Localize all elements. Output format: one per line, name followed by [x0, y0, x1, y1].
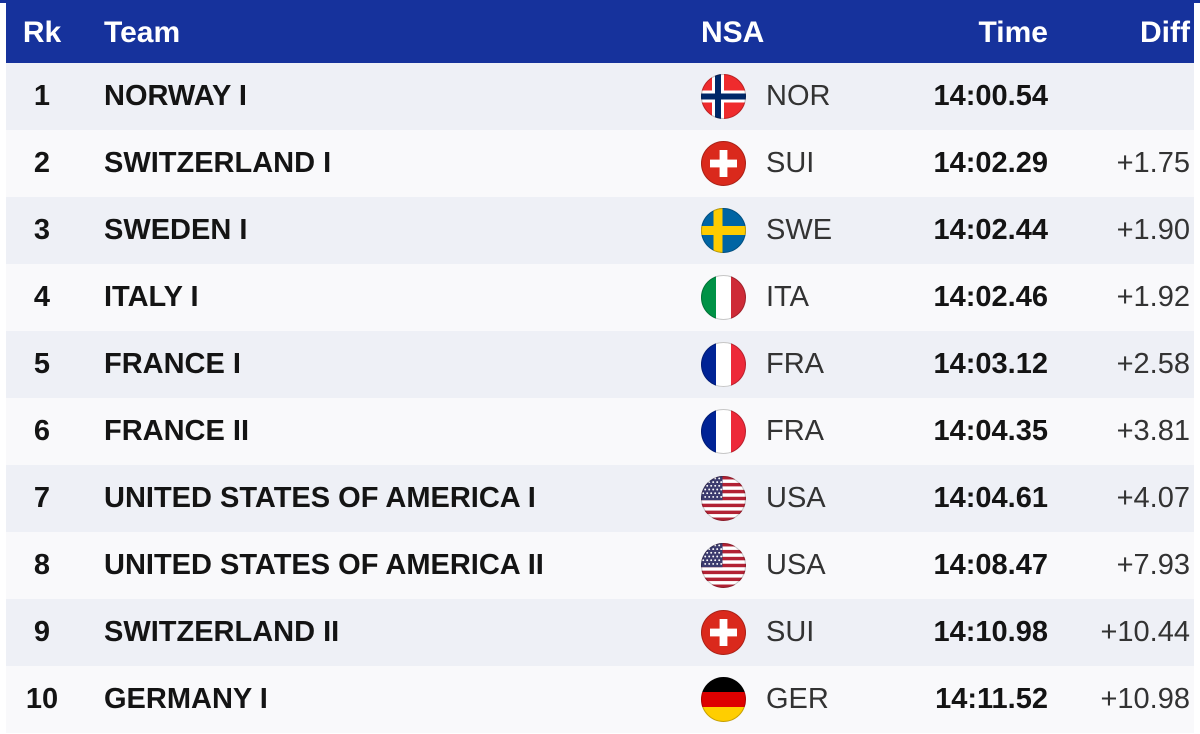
table-row[interactable]: 4 ITALY I ITA 14:02.46 +1.92 — [6, 264, 1194, 331]
nsa-code: NOR — [766, 80, 831, 112]
rank-cell: 5 — [33, 348, 51, 380]
table-row[interactable]: 3 SWEDEN I SWE 14:02.44 +1.90 — [6, 197, 1194, 264]
nsa-cell: SUI — [701, 141, 891, 186]
team-name: FRANCE I — [104, 348, 241, 380]
header-nsa: NSA — [701, 16, 765, 49]
header-team: Team — [104, 16, 181, 49]
results-table: Rk Team NSA Time Diff 1 NORWAY I NOR 14:… — [6, 3, 1194, 733]
ger-flag-icon — [701, 677, 746, 722]
rank-cell: 6 — [33, 415, 51, 447]
usa-flag-icon — [701, 476, 746, 521]
nsa-code: SUI — [766, 147, 815, 179]
diff-cell: +1.90 — [1116, 214, 1190, 246]
team-name: SWEDEN I — [104, 214, 248, 246]
time-cell: 14:02.29 — [933, 147, 1049, 179]
nsa-code: USA — [766, 482, 826, 514]
table-row[interactable]: 1 NORWAY I NOR 14:00.54 — [6, 63, 1194, 130]
ita-flag-icon — [701, 275, 746, 320]
time-cell: 14:11.52 — [935, 683, 1048, 715]
nsa-code: SWE — [766, 214, 833, 246]
fra-flag-icon — [701, 342, 746, 387]
time-cell: 14:02.46 — [933, 281, 1049, 313]
time-cell: 14:02.44 — [933, 214, 1049, 246]
rank-cell: 9 — [33, 616, 51, 648]
time-cell: 14:00.54 — [933, 80, 1049, 112]
table-row[interactable]: 9 SWITZERLAND II SUI 14:10.98 +10.44 — [6, 599, 1194, 666]
table-row[interactable]: 2 SWITZERLAND I SUI 14:02.29 +1.75 — [6, 130, 1194, 197]
team-name: SWITZERLAND II — [104, 616, 340, 648]
fra-flag-icon — [701, 409, 746, 454]
table-row[interactable]: 7 UNITED STATES OF AMERICA I USA 14:04.6… — [6, 465, 1194, 532]
nsa-cell: GER — [701, 677, 891, 722]
header-rank: Rk — [22, 16, 62, 49]
nsa-code: GER — [766, 683, 829, 715]
table-header-row: Rk Team NSA Time Diff — [6, 3, 1194, 63]
nsa-code: FRA — [766, 348, 824, 380]
nsa-code: FRA — [766, 415, 824, 447]
sui-flag-icon — [701, 141, 746, 186]
team-name: SWITZERLAND I — [104, 147, 332, 179]
nsa-cell: FRA — [701, 409, 891, 454]
table-row[interactable]: 10 GERMANY I GER 14:11.52 +10.98 — [6, 666, 1194, 733]
rank-cell: 7 — [33, 482, 51, 514]
team-name: FRANCE II — [104, 415, 249, 447]
time-cell: 14:03.12 — [933, 348, 1049, 380]
nsa-code: USA — [766, 549, 826, 581]
table-top-accent-bar — [0, 0, 1200, 3]
nsa-cell: SUI — [701, 610, 891, 655]
table-body: 1 NORWAY I NOR 14:00.54 2 SWITZERLAND I … — [6, 63, 1194, 733]
diff-cell: +7.93 — [1116, 549, 1190, 581]
usa-flag-icon — [701, 543, 746, 588]
diff-cell: +1.75 — [1116, 147, 1190, 179]
nsa-code: SUI — [766, 616, 815, 648]
table-row[interactable]: 5 FRANCE I FRA 14:03.12 +2.58 — [6, 331, 1194, 398]
diff-cell: +1.92 — [1116, 281, 1190, 313]
nsa-cell: NOR — [701, 74, 891, 119]
rank-cell: 3 — [33, 214, 51, 246]
diff-cell: +4.07 — [1116, 482, 1190, 514]
time-cell: 14:04.61 — [933, 482, 1049, 514]
team-name: UNITED STATES OF AMERICA I — [104, 482, 536, 514]
nor-flag-icon — [701, 74, 746, 119]
diff-cell: +10.44 — [1100, 616, 1190, 648]
rank-cell: 8 — [33, 549, 51, 581]
nsa-code: ITA — [766, 281, 809, 313]
nsa-cell: USA — [701, 543, 891, 588]
diff-cell: +2.58 — [1116, 348, 1190, 380]
header-time: Time — [978, 16, 1048, 49]
team-name: ITALY I — [104, 281, 199, 313]
rank-cell: 2 — [33, 147, 51, 179]
team-name: GERMANY I — [104, 683, 268, 715]
time-cell: 14:10.98 — [933, 616, 1049, 648]
table-row[interactable]: 8 UNITED STATES OF AMERICA II USA 14:08.… — [6, 532, 1194, 599]
nsa-cell: SWE — [701, 208, 891, 253]
table-row[interactable]: 6 FRANCE II FRA 14:04.35 +3.81 — [6, 398, 1194, 465]
rank-cell: 4 — [33, 281, 51, 313]
diff-cell: +3.81 — [1116, 415, 1190, 447]
nsa-cell: FRA — [701, 342, 891, 387]
diff-cell: +10.98 — [1100, 683, 1190, 715]
nsa-cell: ITA — [701, 275, 891, 320]
nsa-cell: USA — [701, 476, 891, 521]
rank-cell: 1 — [33, 80, 51, 112]
time-cell: 14:04.35 — [933, 415, 1049, 447]
swe-flag-icon — [701, 208, 746, 253]
team-name: NORWAY I — [104, 80, 247, 112]
team-name: UNITED STATES OF AMERICA II — [104, 549, 544, 581]
rank-cell: 10 — [25, 683, 59, 715]
time-cell: 14:08.47 — [933, 549, 1049, 581]
header-diff: Diff — [1140, 16, 1190, 49]
sui-flag-icon — [701, 610, 746, 655]
